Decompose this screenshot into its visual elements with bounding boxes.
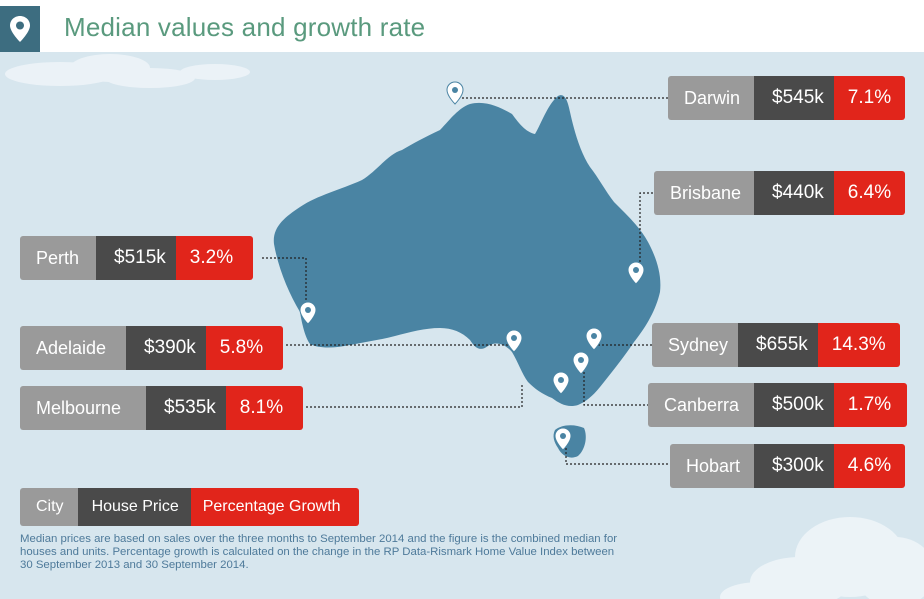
growth-rate: 1.7% (833, 383, 908, 427)
label-melbourne: Melbourne $535k 8.1% (20, 386, 304, 430)
australia-mainland (273, 95, 661, 407)
city-pins (299, 81, 645, 451)
pin-brisbane (627, 261, 645, 285)
house-price: $390k (126, 326, 206, 370)
growth-rate: 8.1% (225, 386, 304, 430)
city-name: Darwin (668, 76, 754, 120)
connector-lines (262, 97, 670, 465)
pin-melbourne (552, 371, 570, 395)
australia-map (5, 54, 924, 599)
house-price: $300k (754, 444, 834, 488)
pin-perth (299, 301, 317, 325)
label-canberra: Canberra $500k 1.7% (648, 383, 908, 427)
house-price: $655k (738, 323, 818, 367)
pin-sydney (585, 327, 603, 351)
cloud-left (5, 54, 250, 88)
city-name: Hobart (670, 444, 754, 488)
map-pin-badge (0, 6, 40, 52)
label-sydney: Sydney $655k 14.3% (652, 323, 900, 367)
pin-darwin (446, 81, 464, 105)
city-name: Canberra (648, 383, 754, 427)
label-hobart: Hobart $300k 4.6% (670, 444, 906, 488)
key-city: City (20, 488, 78, 526)
growth-rate: 3.2% (175, 236, 254, 280)
city-name: Melbourne (20, 386, 146, 430)
key-house-price: House Price (77, 488, 191, 526)
growth-rate: 5.8% (205, 326, 284, 370)
growth-rate: 7.1% (833, 76, 906, 120)
map-pin-icon (10, 16, 30, 42)
growth-rate: 6.4% (833, 171, 906, 215)
house-price: $440k (754, 171, 834, 215)
cloud-bottom-right (720, 517, 924, 599)
city-name: Brisbane (654, 171, 754, 215)
house-price: $515k (96, 236, 176, 280)
label-darwin: Darwin $545k 7.1% (668, 76, 906, 120)
house-price: $545k (754, 76, 834, 120)
footnote: Median prices are based on sales over th… (20, 533, 618, 571)
city-name: Adelaide (20, 326, 126, 370)
page-title: Median values and growth rate (64, 12, 426, 42)
house-price: $500k (754, 383, 834, 427)
city-name: Perth (20, 236, 96, 280)
legend-key: City House Price Percentage Growth (20, 488, 359, 526)
house-price: $535k (146, 386, 226, 430)
label-perth: Perth $515k 3.2% (20, 236, 254, 280)
key-percentage-growth: Percentage Growth (190, 488, 359, 526)
label-brisbane: Brisbane $440k 6.4% (654, 171, 906, 215)
pin-adelaide (505, 329, 523, 353)
pin-hobart (554, 427, 572, 451)
city-name: Sydney (652, 323, 738, 367)
growth-rate: 4.6% (833, 444, 906, 488)
label-adelaide: Adelaide $390k 5.8% (20, 326, 284, 370)
pin-canberra (572, 351, 590, 375)
header: Median values and growth rate (0, 0, 924, 52)
growth-rate: 14.3% (817, 323, 900, 367)
